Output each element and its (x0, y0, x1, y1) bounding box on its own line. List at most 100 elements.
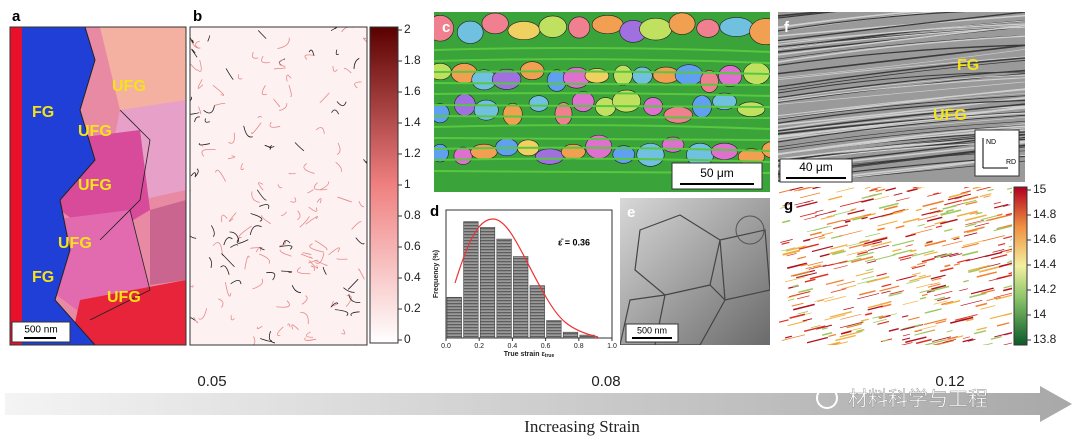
grain (453, 146, 473, 165)
axis-label: RD (1006, 159, 1016, 166)
histogram-bar (479, 227, 496, 339)
grain (434, 15, 454, 42)
colorbar-tick-label: 14.6 (1033, 232, 1057, 246)
streak (796, 295, 810, 300)
streak (836, 187, 855, 193)
streak (869, 212, 893, 220)
streak (941, 300, 954, 306)
streak (1003, 235, 1012, 240)
streak (942, 338, 957, 343)
strain-contour (354, 81, 362, 89)
streak (942, 204, 958, 210)
streak (914, 329, 923, 333)
streak (778, 81, 1025, 105)
streak (923, 318, 947, 326)
streak (885, 187, 896, 192)
colorbar-tick-label: 1.2 (404, 146, 421, 160)
streak (778, 44, 1025, 66)
strain-contour (332, 66, 338, 72)
streak (1008, 272, 1012, 275)
streak (961, 250, 979, 257)
streak (810, 325, 821, 329)
streak (993, 292, 1012, 299)
histogram-bar (496, 238, 512, 339)
streak (860, 318, 869, 322)
streak (1009, 191, 1012, 193)
streak (778, 48, 1025, 79)
streak (946, 329, 953, 333)
grain (456, 20, 484, 44)
streak (781, 247, 796, 252)
streak (786, 253, 797, 257)
streak (924, 309, 938, 314)
strain-contour (291, 285, 302, 294)
streak (940, 211, 949, 215)
colorbar-tick-label: 14 (1033, 307, 1047, 321)
strain-contour (190, 62, 197, 71)
streak (797, 311, 809, 315)
watermark: 材料科学与工程 (848, 387, 988, 410)
streak (895, 225, 905, 229)
streak (899, 256, 912, 261)
strain-contour (212, 242, 223, 255)
streak (917, 223, 925, 227)
streak (892, 208, 905, 213)
strain-contour (227, 155, 236, 160)
streak (892, 248, 902, 252)
scale-bar-label: 50 μm (700, 166, 734, 180)
streak (781, 334, 806, 341)
band (434, 115, 770, 119)
strain-contour (336, 142, 341, 155)
streak (812, 187, 822, 190)
streak (871, 241, 892, 248)
streak (934, 296, 946, 301)
strain-contour (190, 36, 194, 44)
panel-a-frame (9, 26, 187, 346)
band (434, 70, 770, 75)
streak (976, 326, 987, 331)
streak (855, 348, 862, 350)
streak (954, 314, 978, 321)
streak (811, 245, 834, 253)
strain-contour (308, 49, 315, 56)
streak (1007, 187, 1012, 190)
strain-contour (238, 225, 252, 238)
streak (808, 264, 827, 270)
streak (814, 296, 834, 302)
strain-contour (250, 213, 263, 222)
panel-c-image (434, 12, 770, 192)
streak (852, 216, 865, 221)
strain-contour (273, 98, 281, 107)
grain (668, 12, 696, 35)
strain-contour (229, 231, 240, 242)
streak (797, 256, 807, 260)
strain-contour (287, 323, 291, 328)
streak (802, 238, 811, 242)
streak (1006, 250, 1012, 254)
streak (806, 336, 828, 344)
streak (973, 329, 987, 335)
streak (963, 226, 985, 234)
strain-contour (220, 265, 230, 275)
streak (932, 336, 951, 342)
panel-label: g (784, 197, 793, 214)
streak (861, 192, 883, 200)
region-label: UFG (78, 177, 112, 194)
streak (944, 199, 962, 206)
strain-contour (256, 189, 267, 201)
streak (921, 209, 941, 216)
streak (778, 120, 1025, 148)
streak (809, 231, 822, 236)
streak (843, 327, 862, 333)
strain-contour (251, 191, 260, 203)
streak (878, 315, 887, 319)
band (434, 58, 770, 64)
streak (953, 263, 961, 266)
streak (792, 284, 799, 288)
streak (778, 56, 1025, 81)
streak (847, 215, 865, 221)
streak (924, 239, 947, 247)
streak (798, 243, 819, 250)
strain-contour (212, 84, 225, 96)
streak (965, 318, 974, 322)
